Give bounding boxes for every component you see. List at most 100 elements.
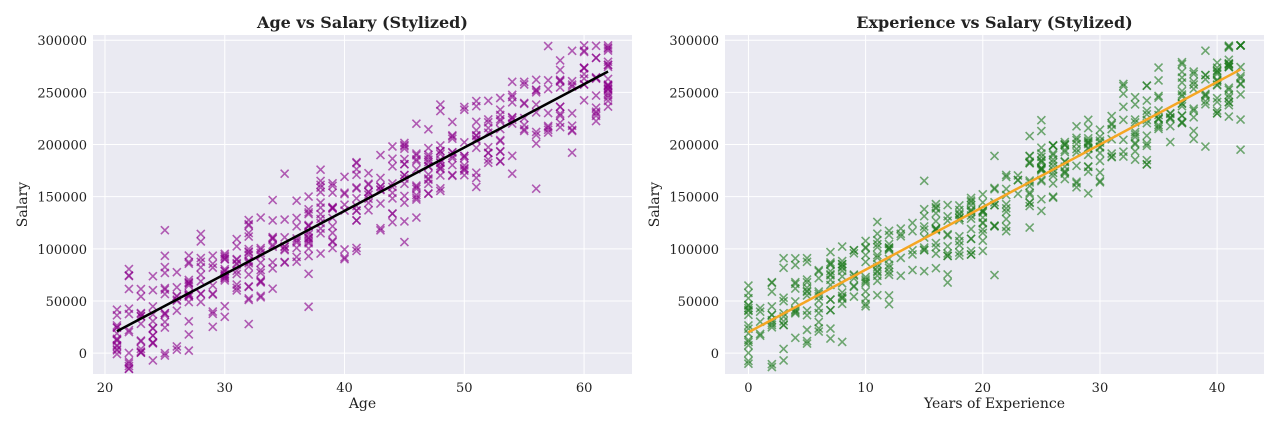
chart-1-point-238 — [339, 188, 350, 198]
chart-1-point-154 — [256, 292, 266, 302]
chart-1-point-308 — [196, 297, 206, 307]
chart-2-point-367 — [1071, 135, 1082, 145]
chart-2-point-463 — [1142, 141, 1152, 151]
chart-2-point-14 — [943, 200, 953, 210]
chart-2-point-486 — [1142, 131, 1152, 141]
chart-2-point-216 — [884, 270, 894, 280]
chart-2-point-445 — [1107, 118, 1117, 129]
chart-2-point-52 — [954, 247, 964, 258]
chart-1-point-311 — [435, 106, 445, 116]
chart-1-point-361 — [244, 281, 254, 291]
chart-2-point-205 — [919, 221, 929, 232]
chart-2-point-273 — [919, 176, 929, 186]
chart-2-point-77 — [1118, 152, 1128, 162]
chart-1-point-364 — [375, 199, 386, 209]
chart-1-point-374 — [148, 285, 158, 295]
chart-2-point-458 — [1060, 145, 1070, 155]
chart-2-y-tick-label-2: 100000 — [669, 243, 719, 258]
chart-2-point-396 — [814, 266, 824, 277]
chart-1-point-477 — [172, 282, 182, 292]
chart-1-point-479 — [579, 74, 589, 84]
chart-1-point-307 — [363, 168, 374, 178]
chart-2-point-283 — [790, 333, 800, 343]
chart-1-point-502 — [256, 291, 266, 301]
chart-1-point-333 — [160, 283, 170, 293]
chart-1-point-438 — [459, 105, 469, 115]
chart-1-point-298 — [268, 195, 278, 205]
chart-1-point-274 — [543, 121, 553, 131]
chart-1-point-371 — [184, 278, 194, 288]
chart-2-point-240 — [743, 303, 754, 313]
chart-2-point-183 — [1036, 143, 1046, 153]
chart-1-point-462 — [603, 82, 613, 92]
chart-2-point-395 — [1071, 139, 1082, 149]
chart-2-point-383 — [779, 253, 789, 263]
chart-1-point-75 — [483, 96, 493, 106]
chart-1-point-417 — [363, 187, 374, 197]
chart-1-point-403 — [160, 268, 170, 278]
chart-2-point-245 — [966, 246, 976, 256]
chart-2-point-482 — [779, 293, 789, 303]
chart-2-point-331 — [1118, 79, 1128, 89]
chart-2-point-252 — [1107, 111, 1117, 121]
chart-1-point-261 — [495, 146, 505, 156]
chart-1-point-486 — [483, 123, 493, 133]
chart-2-point-398 — [1048, 193, 1058, 203]
chart-2-point-234 — [825, 334, 836, 344]
chart-2-point-467 — [954, 240, 964, 250]
chart-2-point-408 — [1212, 93, 1222, 103]
chart-1-point-76 — [208, 307, 218, 317]
chart-2-point-444 — [837, 259, 847, 269]
chart-2-point-432 — [884, 244, 894, 254]
chart-2-point-306 — [861, 293, 871, 303]
chart-1-point-226 — [124, 348, 134, 358]
chart-1-point-340 — [232, 234, 242, 244]
chart-2-y-tick-label-3: 150000 — [669, 191, 719, 206]
chart-2-point-113 — [1036, 126, 1046, 136]
chart-2-point-443 — [1025, 189, 1035, 200]
chart-2-point-96 — [861, 274, 871, 285]
chart-2-point-478 — [1224, 100, 1234, 110]
chart-2-point-389 — [1177, 117, 1187, 127]
chart-2-point-454 — [1200, 89, 1210, 99]
chart-2-point-264 — [1083, 167, 1093, 177]
chart-2-point-200 — [1212, 106, 1222, 116]
chart-2-point-507 — [1212, 108, 1222, 118]
chart-2-point-147 — [1236, 145, 1246, 155]
chart-2-point-253 — [790, 284, 800, 294]
chart-1-point-314 — [459, 151, 469, 161]
chart-2-point-116 — [943, 241, 953, 251]
chart-1-point-303 — [148, 330, 158, 341]
chart-2-point-400 — [1071, 121, 1082, 131]
chart-2-point-95 — [1177, 90, 1187, 100]
chart-1-point-503 — [351, 246, 362, 256]
chart-2-point-80 — [1095, 176, 1105, 186]
chart-1-point-201 — [160, 284, 170, 295]
chart-1-point-234 — [316, 249, 326, 259]
chart-1-point-23 — [555, 122, 565, 132]
chart-1-point-21 — [184, 346, 194, 356]
chart-2-point-296 — [1001, 226, 1011, 236]
chart-2-point-461 — [743, 305, 754, 315]
chart-1-point-433 — [411, 184, 421, 194]
chart-2-point-133 — [743, 337, 754, 347]
chart-2-point-197 — [790, 308, 800, 318]
chart-1-point-48 — [232, 241, 242, 251]
chart-1-point-110 — [399, 216, 409, 226]
chart-1-point-437 — [483, 148, 493, 158]
chart-2-point-281 — [1118, 102, 1128, 112]
chart-1-point-78 — [136, 291, 146, 302]
chart-1-point-387 — [316, 228, 326, 238]
chart-1-point-147 — [196, 276, 206, 286]
chart-1-point-369 — [280, 244, 290, 254]
chart-1-point-14 — [172, 306, 182, 316]
chart-2-point-192 — [802, 274, 812, 285]
chart-2-point-505 — [1200, 46, 1210, 56]
chart-2-y-axis-label: Salary — [647, 182, 663, 227]
chart-2-point-114 — [896, 229, 906, 239]
chart-1-point-484 — [268, 232, 278, 242]
chart-2-point-104 — [1189, 134, 1199, 144]
chart-1-plot-area — [93, 35, 632, 374]
chart-2-point-380 — [989, 151, 1000, 161]
chart-2-point-51 — [1025, 188, 1035, 198]
